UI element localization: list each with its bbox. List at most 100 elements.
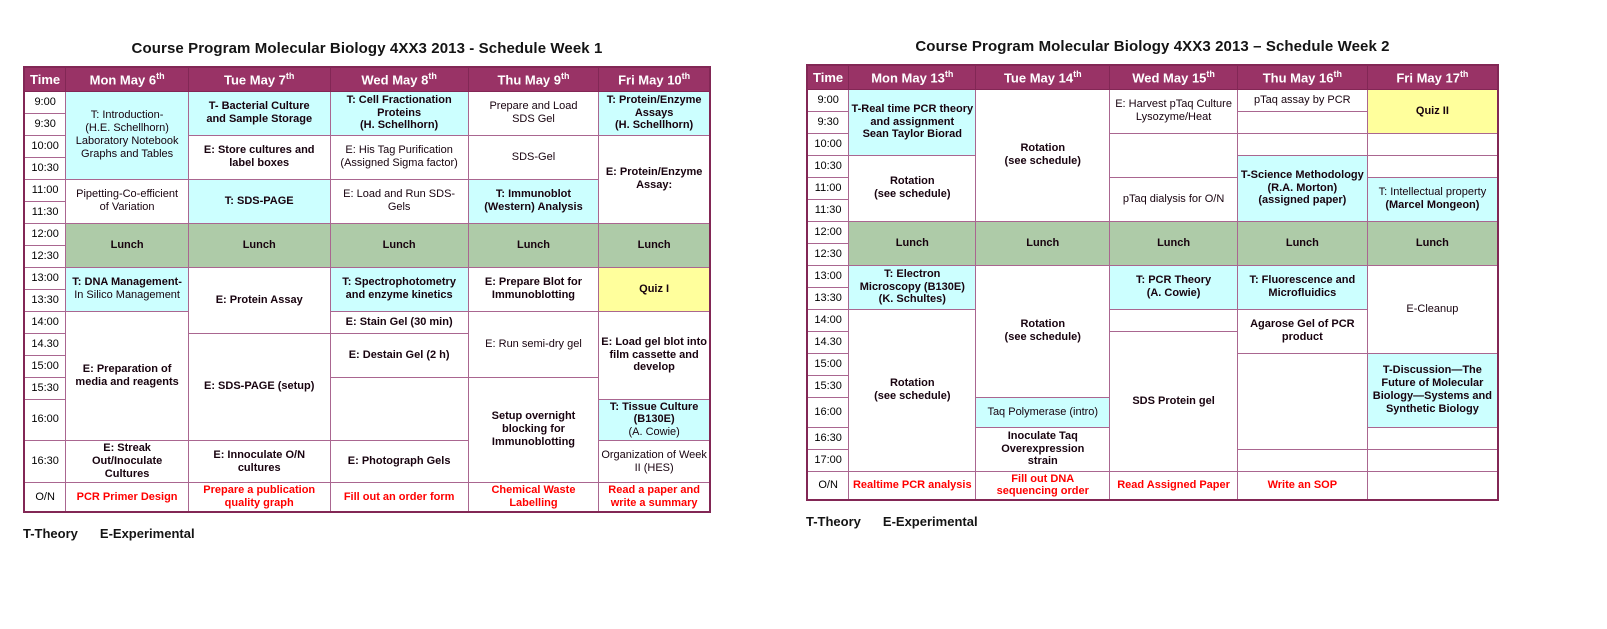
schedule-cell: E: Load and Run SDS- Gels xyxy=(329,178,469,224)
schedule-cell: E: Store cultures and label boxes xyxy=(187,134,331,180)
schedule-cell: E: Run semi-dry gel xyxy=(467,310,600,378)
lunch-cell: Lunch xyxy=(329,222,469,268)
schedule-cell: Agarose Gel of PCR product xyxy=(1236,308,1368,354)
schedule-cell: Fill out an order form xyxy=(329,482,469,513)
schedule-cell: E: Photograph Gels xyxy=(329,440,469,484)
time-label: O/N xyxy=(23,482,67,513)
schedule-cell: Prepare a publication quality graph xyxy=(187,482,331,513)
schedule-cell: Rotation (see schedule) xyxy=(975,88,1111,222)
day-column-header: Thu May 16th xyxy=(1236,64,1368,90)
time-column-header: Time xyxy=(23,66,67,92)
schedule-cell: E: Preparation of media and reagents xyxy=(65,310,189,442)
day-column-header: Mon May 6th xyxy=(65,66,189,92)
lunch-cell: Lunch xyxy=(598,222,711,268)
week1-section: Course Program Molecular Biology 4XX3 20… xyxy=(23,40,711,541)
schedule-cell: PCR Primer Design xyxy=(65,482,189,513)
schedule-cell: E: Protein Assay xyxy=(187,266,331,334)
schedule-cell: E: His Tag Purification (Assigned Sigma f… xyxy=(329,134,469,180)
schedule-cell: T: Immunoblot (Western) Analysis xyxy=(467,178,600,224)
schedule-cell: E: SDS-PAGE (setup) xyxy=(187,332,331,442)
schedule-cell xyxy=(1366,426,1499,450)
legend-theory: T-Theory xyxy=(806,514,861,530)
schedule-cell: Prepare and Load SDS Gel xyxy=(467,90,600,136)
time-label: 12:00 xyxy=(23,222,67,246)
schedule-cell: T: Cell Fractionation Proteins (H. Schellh… xyxy=(329,90,469,136)
schedule-cell xyxy=(1366,470,1499,501)
schedule-cell: T-Real time PCR theory and assignment Sean… xyxy=(848,88,977,156)
schedule-table-week1: Time Mon May 6th Tue May 7th Wed May 8th Thu… xyxy=(23,66,711,514)
schedule-cell: T-Discussion—The Future of Molecular Biolo… xyxy=(1366,352,1499,428)
legend-experimental: E-Experimental xyxy=(99,526,195,542)
schedule-cell: E: Stain Gel (30 min) xyxy=(329,310,469,334)
schedule-cell: Rotation (see schedule) xyxy=(848,308,977,472)
time-label: 12:30 xyxy=(806,242,850,266)
schedule-cell xyxy=(1366,132,1499,156)
time-label: 14.30 xyxy=(23,332,67,356)
time-label: 16:00 xyxy=(23,398,67,442)
schedule-cell: E: Streak Out/Inoculate Cultures xyxy=(65,440,189,484)
schedule-cell: T: Tissue Culture (B130E) (A. Cowie) xyxy=(598,398,711,442)
lunch-cell: Lunch xyxy=(1366,220,1499,266)
schedule-cell: pTaq assay by PCR xyxy=(1236,88,1368,112)
schedule-cell: T-Science Methodology (R.A. Morton) (assig… xyxy=(1236,154,1368,222)
time-label: 16:30 xyxy=(806,426,850,450)
schedule-cell: Pipetting-Co-efficient of Variation xyxy=(65,178,189,224)
lunch-cell: Lunch xyxy=(1236,220,1368,266)
time-label: 10:30 xyxy=(23,156,67,180)
time-label: 15:00 xyxy=(23,354,67,378)
schedule-cell: Inoculate Taq Overexpression strain xyxy=(975,426,1111,472)
time-label: 14:00 xyxy=(23,310,67,334)
time-label: 13:00 xyxy=(806,264,850,288)
schedule-cell xyxy=(1366,448,1499,472)
schedule-cell: E: Prepare Blot for Immunoblotting xyxy=(467,266,600,312)
lunch-cell: Lunch xyxy=(65,222,189,268)
time-label: 16:00 xyxy=(806,396,850,428)
quiz-cell: Quiz II xyxy=(1366,88,1499,134)
schedule-cell: T: Intellectual property (Marcel Mongeon) xyxy=(1366,176,1499,222)
schedule-cell: Organization of Week II (HES) xyxy=(598,440,711,484)
schedule-cell: T: PCR Theory (A. Cowie) xyxy=(1109,264,1238,310)
schedule-cell: Setup overnight blocking for Immunoblottin… xyxy=(467,376,600,484)
time-label: 10:30 xyxy=(806,154,850,178)
legend-theory: T-Theory xyxy=(23,526,78,542)
schedule-cell: T: SDS-PAGE xyxy=(187,178,331,224)
day-column-header: Wed May 15th xyxy=(1109,64,1238,90)
time-label: 9:00 xyxy=(23,90,67,114)
time-label: 9:30 xyxy=(23,112,67,136)
schedule-cell xyxy=(1236,448,1368,472)
schedule-cell: E: Protein/Enzyme Assay: xyxy=(598,134,711,224)
schedule-cell: T: Introduction- (H.E. Schellhorn) Laborat… xyxy=(65,90,189,180)
schedule-cell: SDS-Gel xyxy=(467,134,600,180)
time-label: 9:00 xyxy=(806,88,850,112)
time-label: 9:30 xyxy=(806,110,850,134)
time-label: 11:30 xyxy=(806,198,850,222)
time-label: 15:30 xyxy=(806,374,850,398)
time-label: 14:00 xyxy=(806,308,850,332)
time-label: 11:30 xyxy=(23,200,67,224)
schedule-cell: T: DNA Management- In Silico Management xyxy=(65,266,189,312)
schedule-cell xyxy=(1109,308,1238,332)
schedule-cell xyxy=(1236,110,1368,134)
schedule-cell: Read a paper and write a summary xyxy=(598,482,711,513)
legend-week1: T-Theory E-Experimental xyxy=(23,526,711,541)
day-column-header: Mon May 13th xyxy=(848,64,977,90)
schedule-cell: Rotation (see schedule) xyxy=(975,264,1111,398)
week2-section: Course Program Molecular Biology 4XX3 20… xyxy=(806,38,1499,529)
schedule-cell: Write an SOP xyxy=(1236,470,1368,501)
lunch-cell: Lunch xyxy=(467,222,600,268)
time-label: 15:00 xyxy=(806,352,850,376)
day-column-header: Thu May 9th xyxy=(467,66,600,92)
schedule-table-week2: Time Mon May 13th Tue May 14th Wed May 15th… xyxy=(806,64,1499,502)
schedule-cell: Taq Polymerase (intro) xyxy=(975,396,1111,428)
schedule-cell: Realtime PCR analysis xyxy=(848,470,977,501)
schedule-cell: Read Assigned Paper xyxy=(1109,470,1238,501)
schedule-cell xyxy=(329,376,469,442)
lunch-cell: Lunch xyxy=(975,220,1111,266)
schedule-cell: T: Spectrophotometry and enzyme kinetics xyxy=(329,266,469,312)
schedule-cell: Fill out DNA sequencing order xyxy=(975,470,1111,501)
schedule-cell: E: Destain Gel (2 h) xyxy=(329,332,469,378)
schedule-cell: pTaq dialysis for O/N xyxy=(1109,176,1238,222)
time-label: 14.30 xyxy=(806,330,850,354)
schedule-cell xyxy=(1366,154,1499,178)
time-label: 11:00 xyxy=(23,178,67,202)
